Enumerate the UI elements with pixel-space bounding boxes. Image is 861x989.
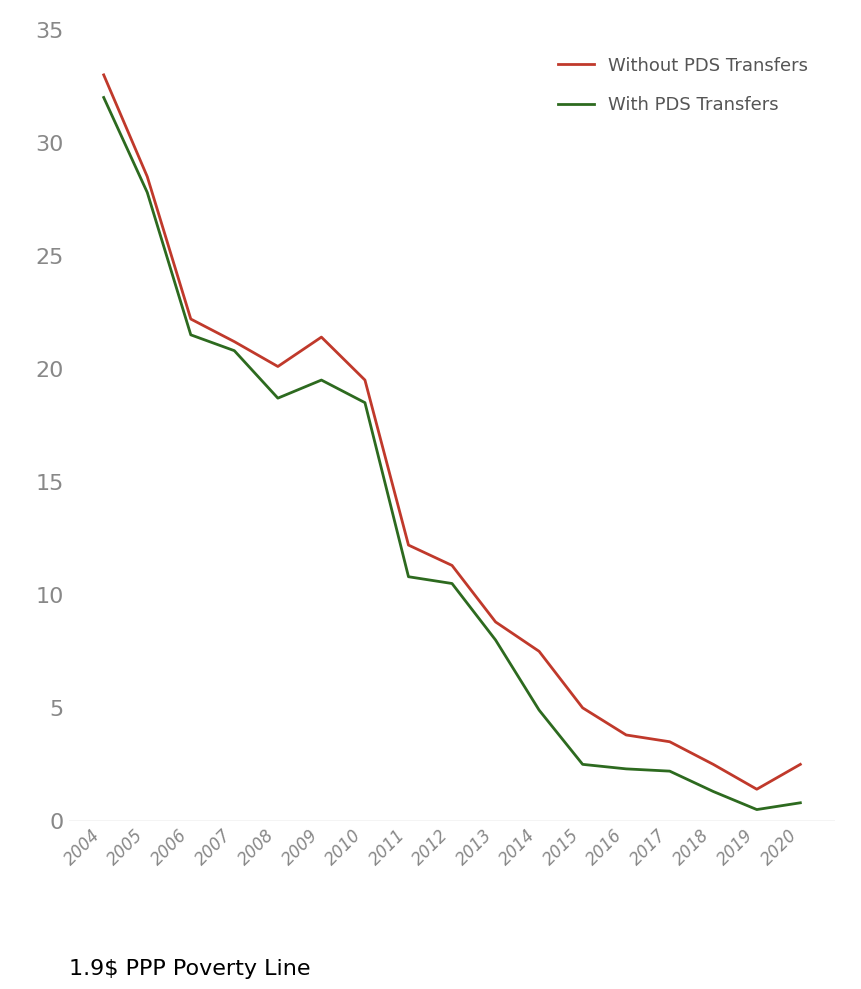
- Without PDS Transfers: [708, 759, 718, 770]
- With PDS Transfers: [316, 374, 326, 386]
- Legend: Without PDS Transfers, With PDS Transfers: Without PDS Transfers, With PDS Transfer…: [540, 39, 827, 133]
- With PDS Transfers: [708, 785, 718, 797]
- Text: 1.9$ PPP Poverty Line: 1.9$ PPP Poverty Line: [69, 959, 310, 979]
- Without PDS Transfers: [491, 616, 501, 628]
- Without PDS Transfers: [665, 736, 675, 748]
- With PDS Transfers: [403, 571, 413, 583]
- Line: With PDS Transfers: With PDS Transfers: [103, 98, 801, 810]
- Without PDS Transfers: [578, 702, 588, 714]
- Without PDS Transfers: [186, 314, 196, 325]
- With PDS Transfers: [98, 92, 108, 104]
- With PDS Transfers: [273, 393, 283, 405]
- With PDS Transfers: [229, 345, 239, 357]
- Without PDS Transfers: [142, 171, 152, 183]
- With PDS Transfers: [665, 765, 675, 777]
- Without PDS Transfers: [534, 646, 544, 658]
- Without PDS Transfers: [360, 374, 370, 386]
- Without PDS Transfers: [796, 759, 806, 770]
- With PDS Transfers: [752, 804, 762, 816]
- Without PDS Transfers: [447, 560, 457, 572]
- Line: Without PDS Transfers: Without PDS Transfers: [103, 75, 801, 789]
- With PDS Transfers: [186, 329, 196, 341]
- Without PDS Transfers: [403, 539, 413, 551]
- With PDS Transfers: [142, 187, 152, 199]
- Without PDS Transfers: [316, 331, 326, 343]
- Without PDS Transfers: [752, 783, 762, 795]
- Without PDS Transfers: [98, 69, 108, 81]
- With PDS Transfers: [621, 763, 631, 774]
- With PDS Transfers: [491, 634, 501, 646]
- With PDS Transfers: [578, 759, 588, 770]
- With PDS Transfers: [447, 578, 457, 589]
- With PDS Transfers: [360, 397, 370, 408]
- With PDS Transfers: [796, 797, 806, 809]
- Without PDS Transfers: [621, 729, 631, 741]
- Without PDS Transfers: [229, 335, 239, 347]
- With PDS Transfers: [534, 704, 544, 716]
- Without PDS Transfers: [273, 361, 283, 373]
